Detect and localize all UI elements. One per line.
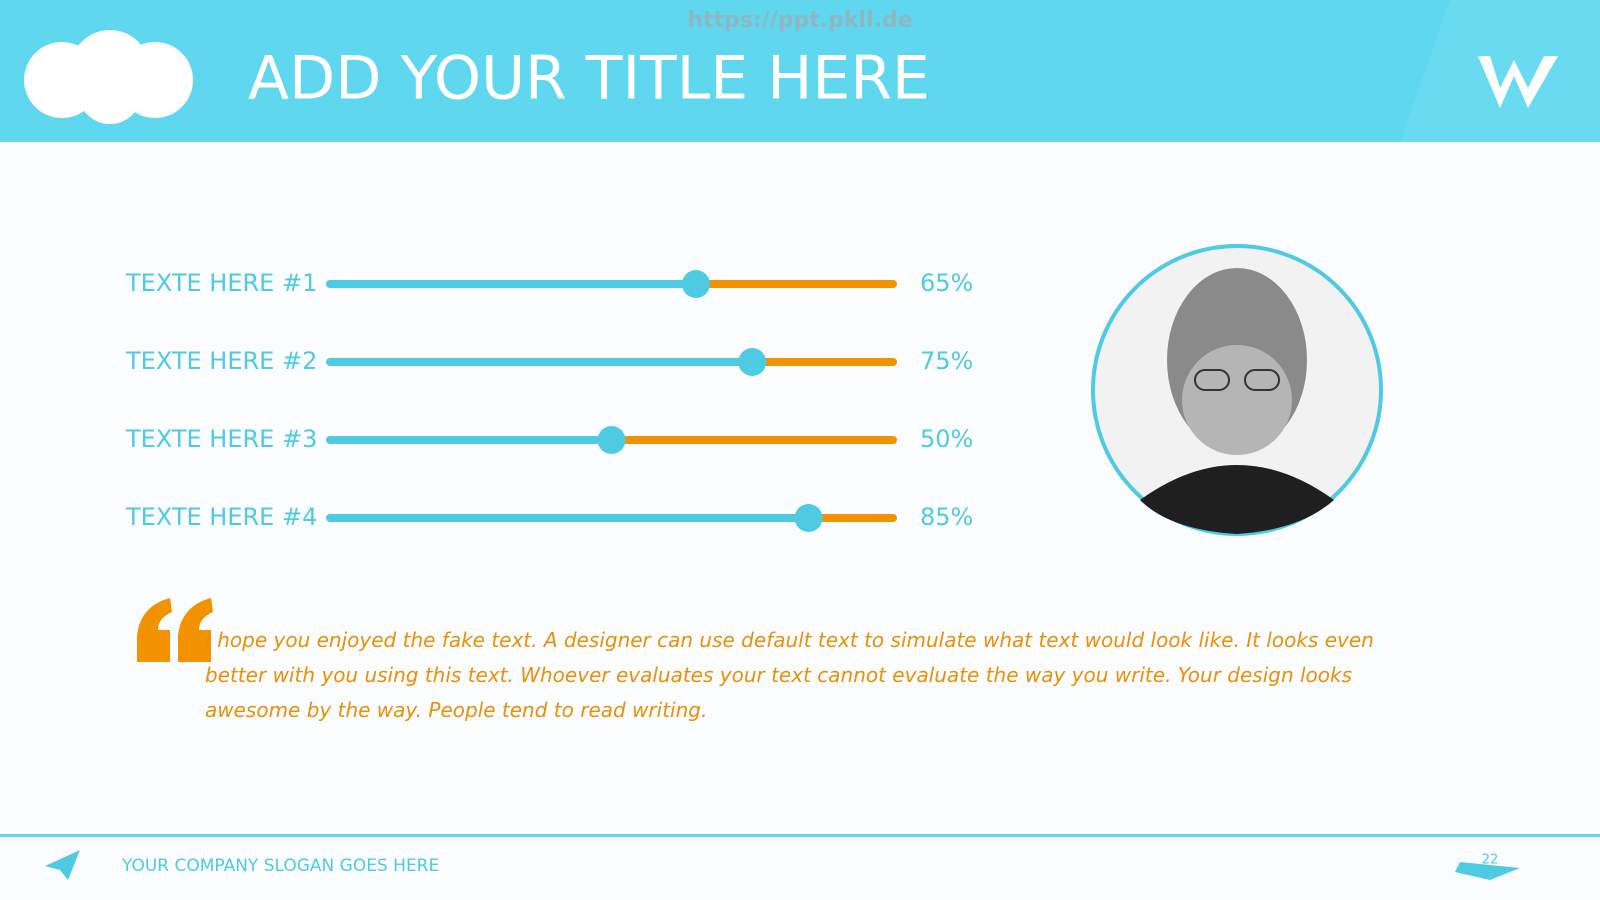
quote-mark — [137, 598, 213, 662]
quote-text: I hope you enjoyed the fake text. A desi… — [205, 628, 1374, 722]
skill-value: 65% — [920, 269, 973, 297]
footer-line — [0, 834, 1600, 837]
header-band — [0, 0, 1600, 142]
skill-label: TEXTE HERE #3 — [125, 425, 317, 453]
header-accent — [1400, 0, 1600, 142]
watermark: https://ppt.pkll.de — [687, 8, 912, 33]
plane-icon — [45, 850, 80, 880]
skill-value: 75% — [920, 347, 973, 375]
logo — [1478, 56, 1558, 108]
skill-value: 50% — [920, 425, 973, 453]
book-icon — [1455, 862, 1520, 880]
skill-label: TEXTE HERE #2 — [125, 347, 317, 375]
skill-label: TEXTE HERE #1 — [125, 269, 317, 297]
slogan: YOUR COMPANY SLOGAN GOES HERE — [121, 856, 439, 876]
slide-title: ADD YOUR TITLE HERE — [248, 44, 930, 114]
portrait — [1091, 244, 1383, 536]
cloud-icon — [24, 30, 193, 124]
skill-knob — [681, 270, 710, 298]
skill-label: TEXTE HERE #4 — [125, 503, 317, 531]
skill-knob — [597, 426, 626, 454]
skill-knob — [794, 504, 823, 532]
page-number: 22 — [1482, 853, 1499, 868]
skill-knob — [738, 348, 767, 376]
skill-value: 85% — [920, 503, 973, 531]
